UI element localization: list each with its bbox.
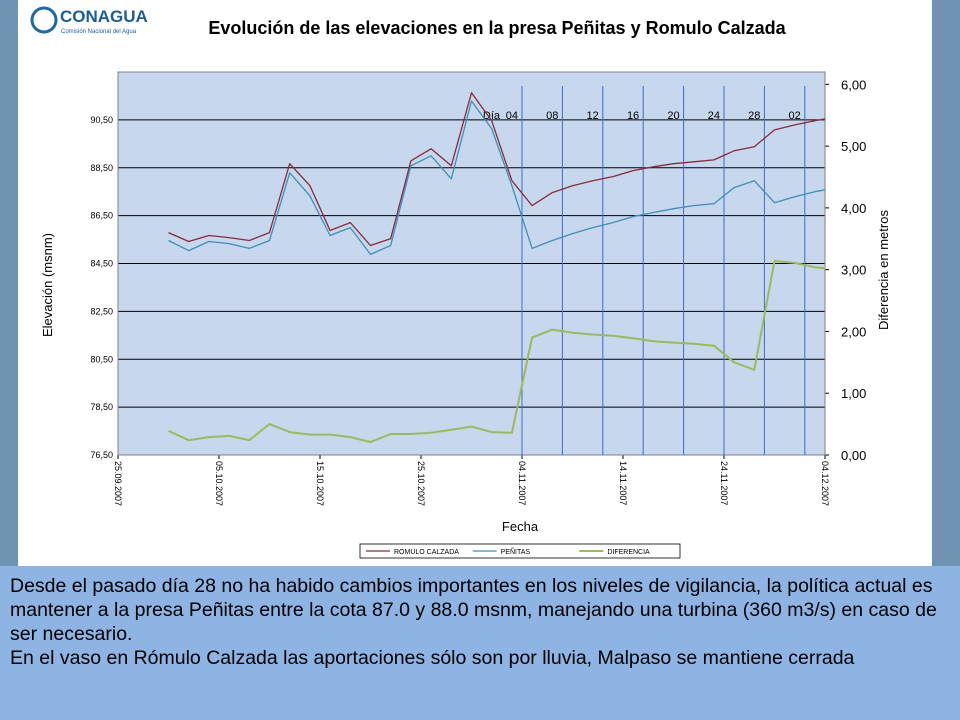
y2-axis-label: Diferencia en metros — [876, 210, 891, 330]
y-tick-label: 80,50 — [90, 354, 113, 364]
x-tick-label: 25.09.2007 — [113, 461, 123, 506]
marker-label: 02 — [789, 110, 801, 122]
logo-icon — [30, 6, 58, 34]
y-tick-label: 84,50 — [90, 259, 113, 269]
marker-title: Día — [483, 110, 501, 122]
legend-label: ROMULO CALZADA — [394, 549, 459, 556]
series-line — [168, 92, 826, 247]
y-tick-label: 90,50 — [90, 115, 113, 125]
x-tick-label: 25.10.2007 — [416, 461, 426, 506]
logo-text: CONAGUA — [60, 7, 148, 26]
y-tick-label: 82,50 — [90, 306, 113, 316]
y2-tick-label: 6,00 — [841, 77, 866, 92]
y2-tick-label: 0,00 — [841, 448, 866, 463]
y2-tick-label: 1,00 — [841, 386, 866, 401]
y-tick-label: 76,50 — [90, 450, 113, 460]
marker-label: 20 — [667, 110, 679, 122]
paragraph: Desde el pasado día 28 no ha habido camb… — [10, 575, 937, 645]
y2-tick-label: 4,00 — [841, 201, 866, 216]
x-tick-label: 24.11.2007 — [719, 461, 729, 505]
chart: CONAGUA Comisión Nacional del Agua Evolu… — [30, 6, 891, 559]
series-line — [168, 260, 826, 443]
marker-label: 24 — [708, 110, 720, 122]
legend-label: DIFERENCIA — [607, 549, 650, 556]
logo-subtitle: Comisión Nacional del Agua — [61, 29, 137, 35]
marker-label: 16 — [627, 110, 639, 122]
chart-title: Evolución de las elevaciones en la presa… — [208, 18, 786, 38]
y-tick-label: 86,50 — [90, 211, 113, 221]
x-tick-label: 14.11.2007 — [618, 461, 628, 505]
plot-border — [117, 71, 826, 456]
marker-label: 12 — [587, 110, 599, 122]
marker-label: 28 — [748, 110, 760, 122]
y2-tick-label: 3,00 — [841, 263, 866, 278]
y2-tick-label: 2,00 — [841, 324, 866, 339]
logo: CONAGUA Comisión Nacional del Agua — [30, 6, 148, 35]
x-tick-label: 04.12.2007 — [820, 461, 830, 506]
marker-label: 04 — [506, 110, 518, 122]
paragraph: En el vaso en Rómulo Calzada las aportac… — [10, 647, 855, 669]
marker-label: 08 — [546, 110, 558, 122]
legend-label: PEÑITAS — [501, 547, 531, 556]
y-tick-label: 88,50 — [90, 163, 113, 173]
legend-box — [359, 543, 681, 559]
x-tick-label: 15.10.2007 — [315, 461, 325, 506]
series-line — [168, 100, 826, 256]
y-tick-label: 78,50 — [90, 402, 113, 412]
text-box: Desde el pasado día 28 no ha habido camb… — [0, 566, 960, 720]
y2-tick-label: 5,00 — [841, 139, 866, 154]
x-tick-label: 05.10.2007 — [214, 461, 224, 506]
x-tick-label: 04.11.2007 — [517, 461, 527, 505]
y-axis-label: Elevación (msnm) — [40, 233, 55, 337]
x-axis-label: Fecha — [502, 519, 539, 534]
